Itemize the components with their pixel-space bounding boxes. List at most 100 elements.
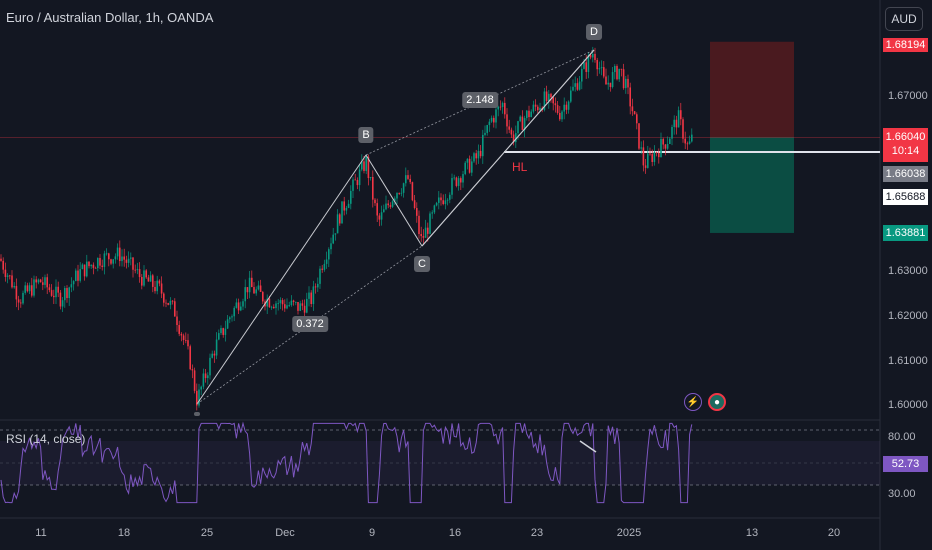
candle-body [556,105,559,113]
candle-body [141,276,143,286]
candle-body [389,205,392,207]
candle-body [352,179,354,191]
time-tick: 20 [827,527,841,539]
candle-body [537,106,539,111]
time-tick: 18 [117,527,131,539]
candle-body [207,375,209,379]
candle-body [466,158,469,163]
candle-body [178,325,180,334]
candle-body [259,285,262,292]
candle-body [130,257,132,259]
candle-body [369,176,372,179]
currency-button[interactable]: AUD [885,7,923,31]
candle-body [572,86,574,91]
lightning-icon[interactable]: ⚡ [684,393,702,411]
candle-body [343,201,345,211]
candle-body [407,175,409,179]
candle-body [444,200,447,205]
rsi-title: RSI (14, close) [6,432,86,446]
candle-body [649,153,651,155]
candle-body [255,289,257,294]
candle-body [257,285,260,290]
time-tick: 13 [745,527,759,539]
candle-body [671,126,673,139]
candle-body [196,390,198,406]
candle-body [306,298,308,313]
candle-body [61,300,64,307]
candle-body [677,110,680,128]
candle-body [405,175,407,184]
candle-body [156,280,158,292]
candle-body [570,90,572,102]
candle-body [295,301,297,303]
candle-body [301,303,304,306]
candle-body [323,263,326,270]
candle-body [167,303,169,305]
candle-body [471,161,473,173]
candle-body [226,319,229,329]
candle-body [68,287,70,299]
candle-body [202,373,205,387]
candle-body [638,123,640,149]
candle-body [647,153,649,168]
candle-body [504,102,506,115]
candle-body [286,305,288,309]
candle-body [284,304,286,309]
candle-body [121,256,123,262]
candle-body [220,328,222,334]
candle-body [66,288,68,299]
candle-body [204,373,207,379]
candle-body [218,333,220,340]
pattern-leg [365,154,423,247]
candle-body [387,203,389,206]
candle-body [473,153,475,162]
candle-body [559,112,561,120]
candle-body [653,152,656,162]
candle-body [9,275,11,277]
candle-body [99,257,101,266]
candle-body [552,97,554,104]
candle-body [658,153,660,158]
candle-body [431,212,433,214]
candle-body [328,249,330,260]
candle-body [361,161,363,170]
candle-body [152,275,154,287]
candle-body [292,300,295,303]
candle-body [625,78,627,89]
candle-body [233,307,235,317]
candle-body [420,234,422,237]
candle-body [543,91,546,111]
candle-body [0,258,2,261]
candle-body [55,286,57,298]
candle-body [147,277,150,282]
point-d-label: D [586,24,602,40]
candle-body [88,261,90,267]
candle-body [596,59,598,70]
candle-body [114,256,117,260]
candle-body [279,300,282,304]
candle-body [358,169,361,186]
price-tick: 1.67000 [888,90,928,102]
candle-body [398,193,400,194]
candle-body [383,209,385,213]
candle-body [506,114,508,127]
time-tick: 16 [448,527,462,539]
earnings-icon[interactable]: ● [708,393,726,411]
candle-body [609,82,612,87]
candle-body [640,147,642,149]
candle-body [548,93,550,101]
candle-body [242,301,244,307]
candle-body [464,162,466,175]
candle-body [158,280,161,284]
candle-body [134,269,136,271]
candle-body [185,340,187,341]
candle-body [24,285,26,293]
candle-body [660,138,662,158]
candle-body [42,282,44,285]
candle-body [273,306,275,309]
candle-body [59,292,62,307]
candle-body [451,178,453,195]
candle-body [336,214,339,234]
candle-body [20,302,22,304]
